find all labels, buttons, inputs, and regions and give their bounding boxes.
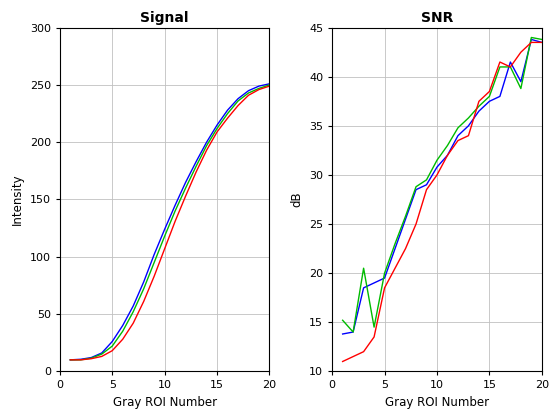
X-axis label: Gray ROI Number: Gray ROI Number bbox=[385, 396, 489, 409]
Title: Signal: Signal bbox=[141, 11, 189, 25]
Y-axis label: Intensity: Intensity bbox=[11, 174, 24, 225]
X-axis label: Gray ROI Number: Gray ROI Number bbox=[113, 396, 217, 409]
Title: SNR: SNR bbox=[421, 11, 453, 25]
Y-axis label: dB: dB bbox=[291, 192, 304, 207]
